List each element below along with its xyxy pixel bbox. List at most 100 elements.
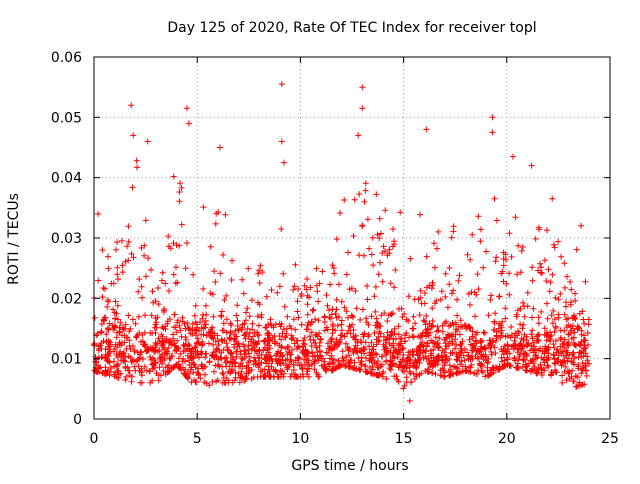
data-point <box>482 346 489 352</box>
data-point <box>225 377 232 384</box>
data-point <box>238 360 244 367</box>
data-point <box>505 346 512 353</box>
data-point <box>514 360 521 367</box>
data-point <box>442 293 449 300</box>
data-point <box>102 346 109 352</box>
data-point <box>448 234 455 241</box>
data-point <box>548 312 555 319</box>
data-point <box>126 337 133 344</box>
data-point <box>122 258 129 265</box>
data-point <box>311 366 318 373</box>
data-point <box>577 349 583 356</box>
data-point <box>401 368 408 375</box>
data-point <box>491 195 498 202</box>
data-point <box>370 262 377 269</box>
data-point <box>292 357 299 364</box>
data-point <box>277 373 284 380</box>
data-point <box>194 339 201 346</box>
data-point <box>324 340 331 347</box>
data-point <box>561 260 568 267</box>
data-point <box>543 357 550 364</box>
data-point <box>155 285 161 291</box>
data-point <box>404 355 411 362</box>
data-point <box>281 303 288 310</box>
data-point <box>335 358 342 365</box>
data-point <box>504 361 510 368</box>
data-point <box>537 361 544 368</box>
data-point <box>469 355 476 362</box>
data-point <box>286 323 293 329</box>
data-point <box>389 310 396 317</box>
data-point <box>577 382 584 389</box>
data-point <box>426 359 433 365</box>
data-point <box>113 362 120 369</box>
data-point <box>335 313 342 320</box>
data-point <box>278 138 285 145</box>
data-point <box>125 367 132 374</box>
data-point <box>379 278 386 285</box>
data-point <box>424 330 431 337</box>
data-point <box>431 264 438 271</box>
data-point <box>184 346 191 353</box>
data-point <box>280 159 287 166</box>
data-point <box>182 334 189 341</box>
data-point <box>457 361 463 368</box>
data-point <box>96 365 102 372</box>
data-point <box>239 324 246 331</box>
data-point <box>374 231 381 238</box>
x-tick-label: 25 <box>601 431 619 447</box>
data-point <box>245 364 252 371</box>
data-point <box>249 297 255 304</box>
data-point <box>267 373 274 380</box>
data-point <box>321 319 328 326</box>
data-point <box>141 252 148 259</box>
data-point <box>573 383 579 390</box>
data-point <box>295 286 302 292</box>
data-point <box>480 264 487 271</box>
data-point <box>152 298 159 304</box>
data-point <box>127 345 134 352</box>
data-point <box>157 358 164 365</box>
data-point <box>228 350 235 357</box>
data-point <box>125 239 132 245</box>
data-point <box>477 226 484 233</box>
data-point <box>135 288 142 295</box>
data-point <box>554 357 561 363</box>
data-point <box>551 328 558 335</box>
data-point <box>366 245 373 252</box>
data-point <box>105 326 112 333</box>
data-point <box>383 375 390 382</box>
data-point <box>454 328 461 334</box>
data-point <box>194 324 201 331</box>
data-point <box>310 336 317 343</box>
data-point <box>228 322 235 328</box>
data-point <box>581 381 588 388</box>
data-point <box>543 300 550 307</box>
data-point <box>130 132 137 139</box>
data-point <box>223 316 230 323</box>
data-point <box>362 362 369 369</box>
data-point <box>475 213 482 220</box>
data-point <box>313 265 320 272</box>
data-point <box>223 329 230 336</box>
data-point <box>511 337 518 344</box>
data-point <box>114 374 121 381</box>
data-point <box>342 362 349 369</box>
data-point <box>244 305 251 312</box>
data-point <box>565 339 572 346</box>
data-point <box>268 363 275 370</box>
data-point <box>300 337 307 344</box>
data-point <box>161 306 168 312</box>
data-point <box>559 379 566 386</box>
data-point <box>316 353 323 360</box>
data-point <box>411 359 418 366</box>
data-point <box>506 350 513 357</box>
data-point <box>200 285 207 292</box>
data-point <box>173 242 180 249</box>
data-point <box>107 339 114 346</box>
data-point <box>132 367 139 374</box>
data-point <box>294 343 301 350</box>
data-point <box>99 353 106 360</box>
data-point <box>456 272 463 279</box>
